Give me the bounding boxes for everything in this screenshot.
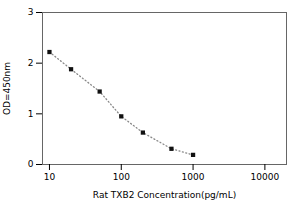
svg-text:Rat TXB2 Concentration(pg/mL): Rat TXB2 Concentration(pg/mL) xyxy=(93,190,236,200)
svg-text:OD=450nm: OD=450nm xyxy=(2,62,12,115)
svg-text:10: 10 xyxy=(44,172,56,182)
svg-text:2: 2 xyxy=(28,58,34,68)
svg-text:1000: 1000 xyxy=(182,172,205,182)
svg-text:1: 1 xyxy=(28,109,34,119)
svg-text:100: 100 xyxy=(113,172,130,182)
svg-text:10000: 10000 xyxy=(251,172,280,182)
svg-text:3: 3 xyxy=(28,7,34,17)
svg-text:0: 0 xyxy=(28,159,34,169)
